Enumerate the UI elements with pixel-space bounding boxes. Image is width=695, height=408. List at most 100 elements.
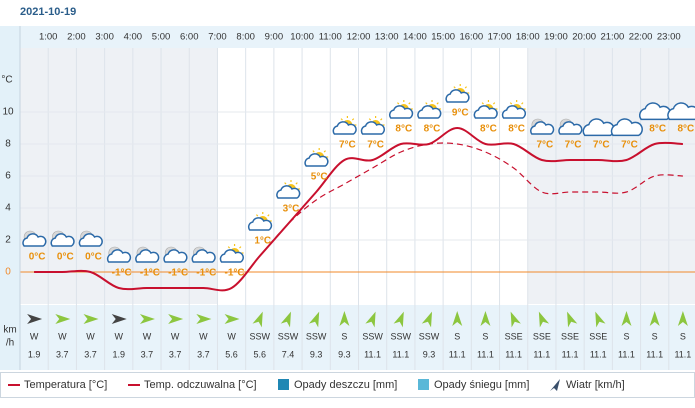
wind-speed: 1.9	[112, 349, 125, 359]
left-axis-panel	[0, 26, 20, 370]
wind-direction: SSE	[561, 331, 579, 341]
wind-arrow	[595, 311, 606, 328]
wind-arrow-shape	[649, 311, 660, 326]
weather-icon	[22, 230, 47, 247]
weather-icon	[135, 246, 160, 263]
wind-arrow-shape	[452, 311, 463, 326]
weather-icon	[417, 100, 442, 119]
wind-speed: 7.4	[282, 349, 295, 359]
weather-icon	[191, 246, 216, 263]
cloud	[417, 105, 442, 119]
weather-icon	[389, 100, 414, 119]
sun-ray	[453, 86, 456, 89]
temperature-label: -1°C	[196, 268, 216, 279]
wind-speed: 11.1	[392, 349, 409, 359]
temperature-label: -1°C	[168, 268, 188, 279]
temperature-label: 8°C	[395, 124, 412, 135]
wind-direction: SSW	[362, 331, 383, 341]
sun-ray	[340, 118, 343, 121]
x-tick-label: 10:00	[290, 32, 314, 43]
series-line	[34, 126, 683, 292]
wind-arrow-shape	[621, 311, 632, 326]
cloud	[501, 105, 527, 119]
cloud	[332, 121, 357, 135]
wind-speed: 11.1	[618, 349, 635, 359]
wind-unit-label: km	[3, 325, 16, 336]
wind-direction: S	[680, 331, 686, 341]
wind-direction: SSE	[533, 331, 551, 341]
x-tick-label: 18:00	[516, 32, 540, 43]
cloud	[530, 121, 555, 135]
legend-swatch	[550, 379, 560, 391]
temperature-label: 8°C	[424, 124, 441, 135]
temperature-label: 7°C	[339, 140, 356, 151]
wind-speed: 11.1	[449, 349, 466, 359]
wind-direction: W	[143, 331, 152, 341]
wind-direction: S	[652, 331, 658, 341]
legend-swatch	[418, 379, 429, 390]
sun-ray	[239, 246, 242, 249]
x-tick-label: 13:00	[375, 32, 399, 43]
x-tick-label: 21:00	[600, 32, 624, 43]
wind-arrow-shape	[421, 311, 433, 328]
weather-icon	[163, 246, 188, 263]
wind-arrow	[567, 311, 578, 328]
wind-arrow-shape	[280, 311, 291, 328]
x-tick-label: 16:00	[459, 32, 483, 43]
wind-speed: 11.1	[505, 349, 522, 359]
wind-speed: 3.7	[197, 349, 210, 359]
cloud	[389, 105, 414, 119]
wind-arrow	[649, 311, 660, 326]
wind-speed: 3.7	[141, 349, 154, 359]
wind-direction: W	[114, 331, 123, 341]
wind-arrow-shape	[55, 314, 71, 324]
wind-direction: SSE	[505, 331, 523, 341]
wind-arrow	[55, 314, 71, 324]
wind-arrow-shape	[83, 314, 99, 324]
wind-speed: 11.1	[364, 349, 381, 359]
wind-arrow-shape	[567, 311, 578, 328]
sun-ray	[267, 214, 270, 217]
legend-swatch	[278, 379, 289, 390]
weather-icon	[219, 244, 244, 263]
wind-direction: SSW	[278, 331, 299, 341]
wind-speed: 11.1	[562, 349, 579, 359]
legend-label: Temp. odczuwalna [°C]	[144, 379, 257, 391]
temperature-label: 0°C	[29, 252, 46, 263]
y-tick-label: 8	[5, 139, 11, 150]
temperature-label: 3°C	[283, 204, 300, 215]
x-tick-label: 14:00	[403, 32, 427, 43]
cloud	[610, 118, 643, 137]
x-tick-label: 6:00	[180, 32, 199, 43]
wind-arrow-shape	[595, 311, 606, 328]
wind-arrow	[510, 311, 521, 328]
hour-header	[20, 26, 695, 48]
x-tick-label: 8:00	[236, 32, 255, 43]
temperature-label: 7°C	[593, 140, 610, 151]
legend-box	[0, 372, 695, 398]
x-tick-label: 12:00	[347, 32, 371, 43]
wind-arrow-shape	[111, 314, 127, 324]
wind-arrow	[452, 311, 463, 326]
wind-direction: W	[30, 331, 39, 341]
wind-arrow-shape	[339, 311, 350, 326]
wind-speed: 11.1	[646, 349, 663, 359]
cloud	[50, 233, 75, 247]
legend-label: Wiatr [km/h]	[566, 379, 625, 391]
sun-ray	[481, 102, 484, 105]
x-tick-label: 23:00	[657, 32, 681, 43]
cloud	[219, 249, 244, 263]
wind-speed: 5.6	[225, 349, 238, 359]
temperature-label: 7°C	[621, 140, 638, 151]
temperature-label: 8°C	[677, 124, 694, 135]
sun-ray	[323, 150, 326, 153]
sun-ray	[509, 102, 513, 105]
wind-arrow	[308, 311, 320, 328]
y-tick-label: 6	[5, 171, 11, 182]
cloud	[22, 233, 47, 247]
wind-direction: S	[623, 331, 629, 341]
wind-direction: S	[341, 331, 347, 341]
cloud	[304, 153, 329, 167]
wind-speed: 1.9	[28, 349, 41, 359]
wind-direction: SSW	[306, 331, 327, 341]
